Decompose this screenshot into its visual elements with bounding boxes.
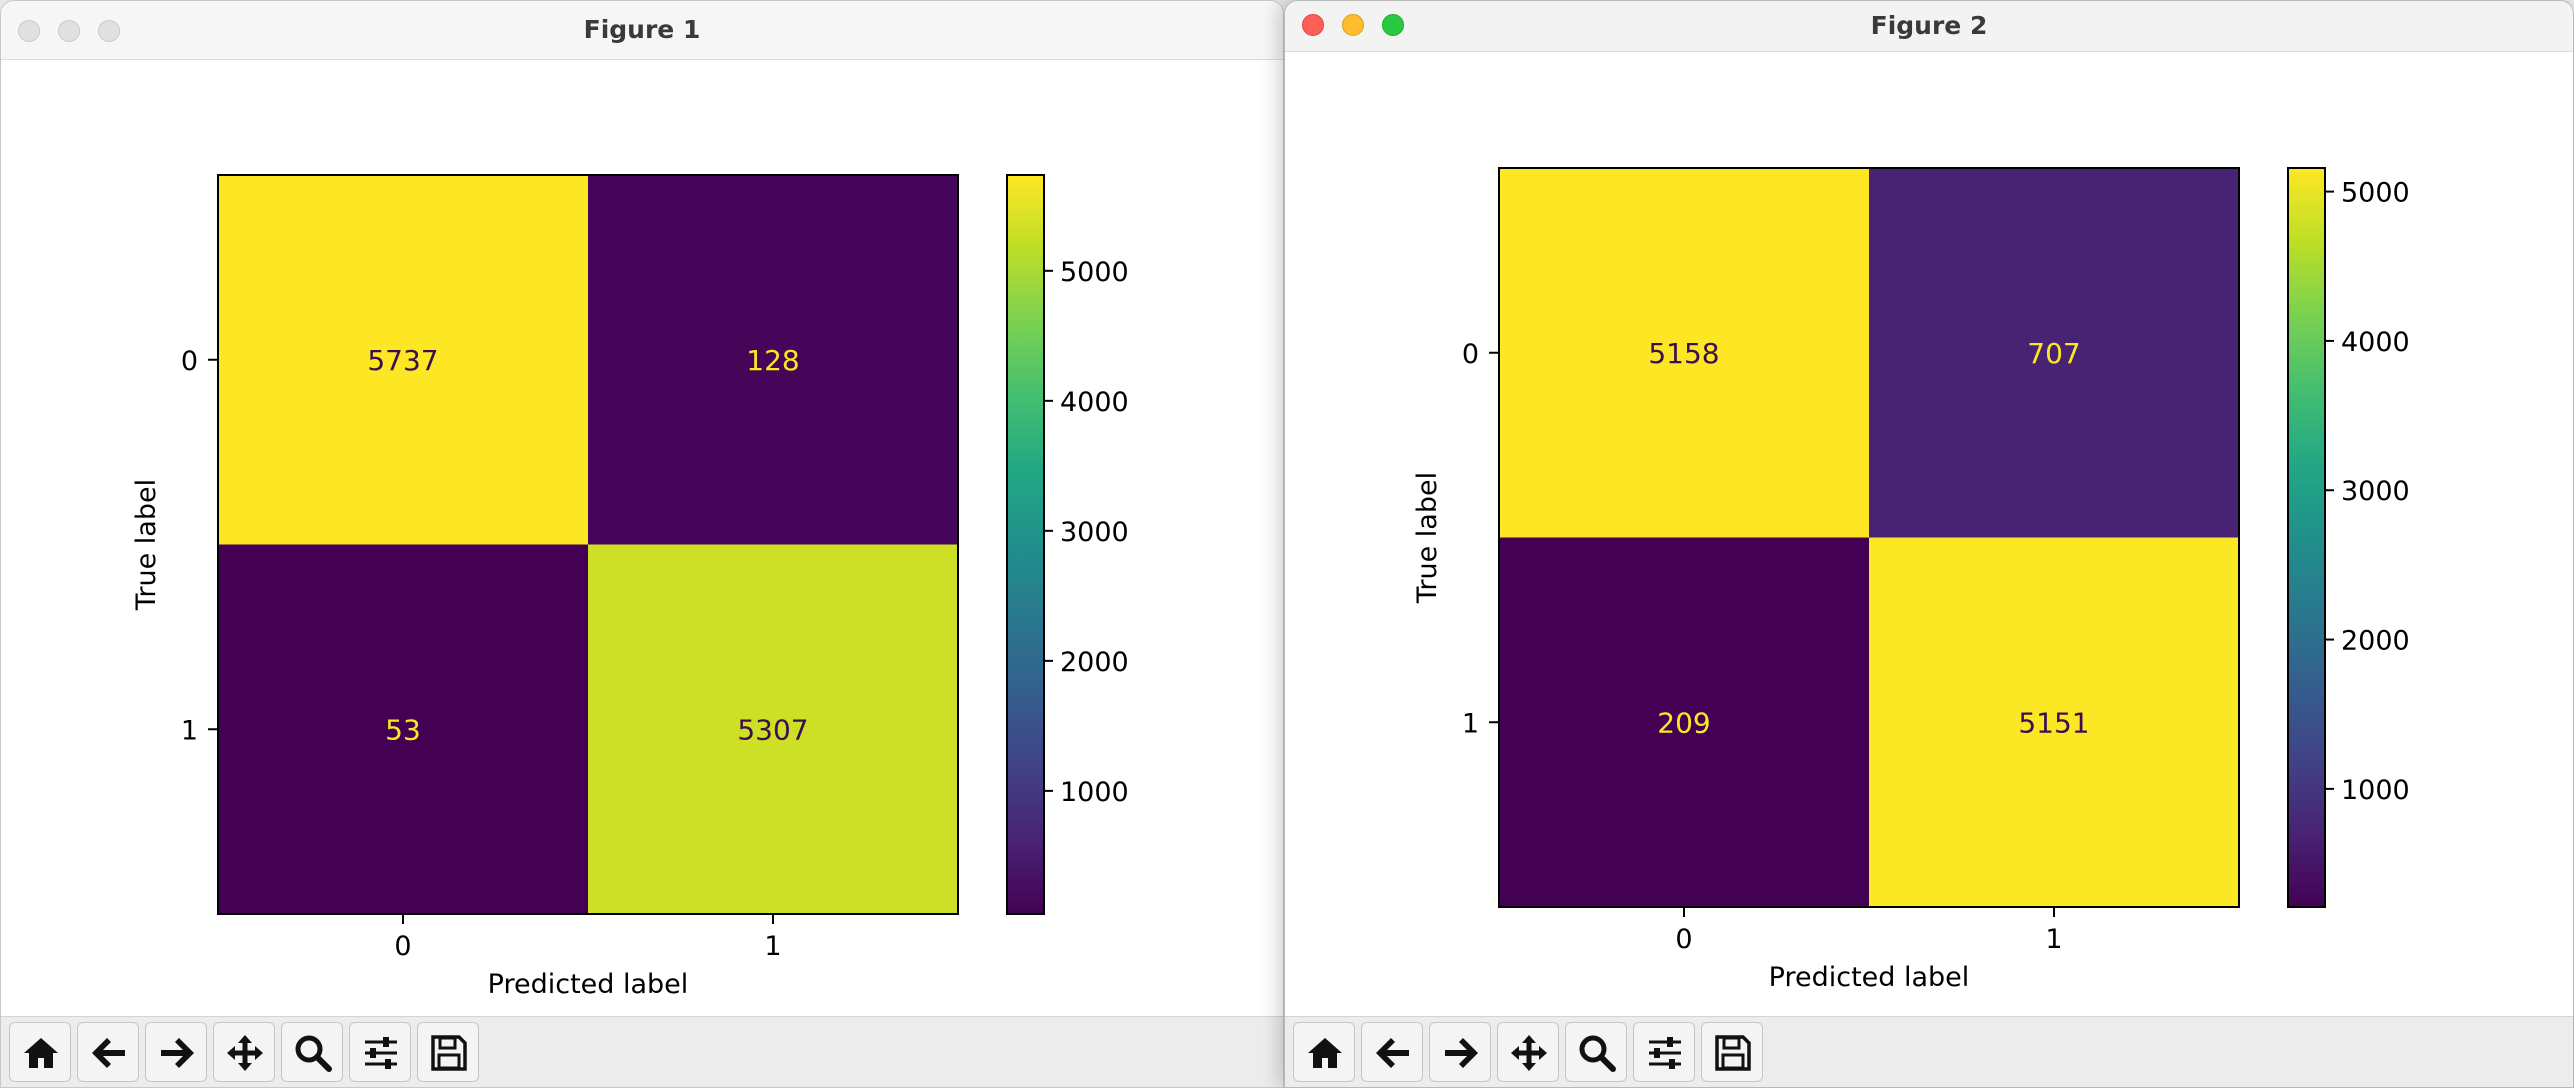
save-button[interactable] (1701, 1022, 1763, 1082)
matrix-cell (1869, 537, 2239, 907)
back-button[interactable] (1361, 1022, 1423, 1082)
colorbar-tick-label: 2000 (1060, 647, 1129, 678)
forward-button[interactable] (1429, 1022, 1491, 1082)
home-button[interactable] (1293, 1022, 1355, 1082)
y-tick-label: 0 (181, 346, 198, 377)
figure-1-window: Figure 1 5737 128 53 5307 0 1 0 1 Predicted labe… (0, 0, 1284, 1088)
matrix-cell (1499, 168, 1869, 538)
confusion-matrix-chart: 5737 128 53 5307 0 1 0 1 Predicted label True lab… (131, 174, 1129, 1000)
window-title: Figure 2 (1870, 11, 1988, 40)
y-axis-label: True label (131, 479, 162, 611)
colorbar-tick-label: 5000 (2341, 178, 2410, 209)
colorbar-tick-label: 1000 (2341, 775, 2410, 806)
x-axis-label: Predicted label (1769, 962, 1970, 993)
zoom-window-button[interactable] (1382, 14, 1404, 36)
cell-value-label: 53 (385, 713, 421, 746)
x-tick-label: 1 (2045, 924, 2062, 955)
matrix-cell (1869, 168, 2239, 538)
window-title: Figure 1 (583, 15, 701, 44)
forward-button[interactable] (145, 1022, 207, 1082)
axes-frame (217, 174, 959, 915)
navigation-toolbar (1285, 1016, 2573, 1087)
close-window-button[interactable] (1302, 14, 1324, 36)
y-tick-label: 1 (181, 715, 198, 746)
colorbar (1006, 174, 1045, 915)
matrix-cell (218, 544, 588, 914)
cell-value-label: 209 (1657, 706, 1710, 739)
colorbar-tick-label: 3000 (2341, 476, 2410, 507)
cell-value-label: 5151 (2018, 706, 2089, 739)
colorbar-tick-label: 5000 (1060, 257, 1129, 288)
cell-value-label: 707 (2027, 337, 2080, 370)
configure-subplots-button[interactable] (349, 1022, 411, 1082)
save-button[interactable] (417, 1022, 479, 1082)
cell-value-label: 5307 (737, 713, 808, 746)
zoom-window-button[interactable] (98, 20, 120, 42)
colorbar-tick-label: 4000 (2341, 327, 2410, 358)
cell-value-label: 5158 (1648, 337, 1719, 370)
colorbar-tick-label: 1000 (1060, 777, 1129, 808)
window-titlebar[interactable]: Figure 2 (1285, 1, 2573, 52)
back-button[interactable] (77, 1022, 139, 1082)
matrix-cell (588, 544, 958, 914)
cell-value-label: 5737 (367, 344, 438, 377)
window-titlebar[interactable]: Figure 1 (1, 1, 1283, 60)
figure-2-window: Figure 2 5158 707 209 5151 0 1 0 1 Predicted lab… (1284, 0, 2574, 1088)
pan-button[interactable] (213, 1022, 275, 1082)
configure-subplots-button[interactable] (1633, 1022, 1695, 1082)
navigation-toolbar (1, 1016, 1283, 1087)
y-tick-label: 0 (1462, 339, 1479, 370)
colorbar (2287, 167, 2326, 908)
pan-button[interactable] (1497, 1022, 1559, 1082)
x-tick-label: 0 (1675, 924, 1692, 955)
colorbar-tick-label: 4000 (1060, 387, 1129, 418)
close-window-button[interactable] (18, 20, 40, 42)
minimize-window-button[interactable] (58, 20, 80, 42)
matrix-cell (218, 175, 588, 545)
x-tick-label: 0 (394, 931, 411, 962)
x-tick-label: 1 (764, 931, 781, 962)
home-button[interactable] (9, 1022, 71, 1082)
axes-frame (1498, 167, 2240, 908)
zoom-button[interactable] (281, 1022, 343, 1082)
zoom-button[interactable] (1565, 1022, 1627, 1082)
colorbar-tick-label: 2000 (2341, 626, 2410, 657)
confusion-matrix-chart: 5158 707 209 5151 0 1 0 1 Predicted label True la… (1412, 167, 2410, 993)
cell-value-label: 128 (746, 344, 799, 377)
y-axis-label: True label (1412, 472, 1443, 604)
y-tick-label: 1 (1462, 708, 1479, 739)
x-axis-label: Predicted label (488, 969, 689, 1000)
minimize-window-button[interactable] (1342, 14, 1364, 36)
colorbar-tick-label: 3000 (1060, 517, 1129, 548)
matrix-cell (588, 175, 958, 545)
matrix-cell (1499, 537, 1869, 907)
